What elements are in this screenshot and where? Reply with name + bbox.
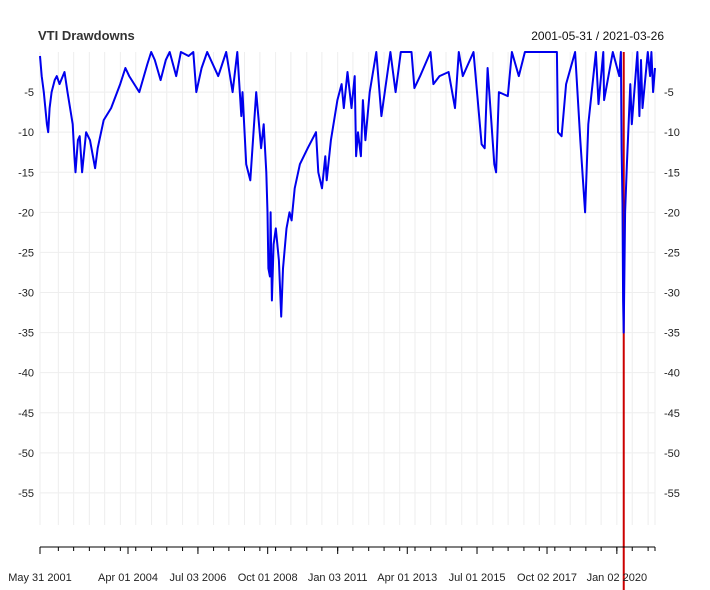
drawdown-series-line-0 bbox=[39, 51, 656, 334]
y-axis-right: -5 -10 -15 -20 -25 -30 -35 -40 -45 -50 -55 bbox=[664, 87, 680, 500]
y-tick-label-left-7: -40 bbox=[18, 368, 34, 380]
y-tick-label-right-2: -15 bbox=[664, 167, 680, 179]
y-tick-label-left-0: -5 bbox=[24, 87, 34, 99]
y-axis-left: -5 -10 -15 -20 -25 -30 -35 -40 -45 -50 -55 bbox=[18, 87, 34, 500]
x-tick-label-5: Apr 01 2013 bbox=[377, 572, 437, 584]
y-tick-label-right-9: -50 bbox=[664, 448, 680, 460]
y-tick-label-right-6: -35 bbox=[664, 328, 680, 340]
y-tick-label-left-4: -25 bbox=[18, 247, 34, 259]
x-tick-label-8: Jan 02 2020 bbox=[587, 572, 648, 584]
x-tick-label-4: Jan 03 2011 bbox=[308, 572, 368, 584]
x-tick-label-0: May 31 2001 bbox=[8, 572, 72, 584]
y-tick-label-left-1: -10 bbox=[18, 127, 34, 139]
y-tick-label-right-1: -10 bbox=[664, 127, 680, 139]
y-tick-label-right-3: -20 bbox=[664, 207, 680, 219]
y-tick-label-left-5: -30 bbox=[18, 288, 34, 300]
y-tick-label-left-9: -50 bbox=[18, 448, 34, 460]
x-axis: May 31 2001 Apr 01 2004 Jul 03 2006 Oct 01 … bbox=[8, 546, 656, 584]
x-tick-label-3: Oct 01 2008 bbox=[238, 572, 298, 584]
chart-title: VTI Drawdowns bbox=[38, 28, 135, 43]
series-layer bbox=[39, 51, 656, 334]
y-tick-label-right-5: -30 bbox=[664, 288, 680, 300]
y-tick-label-right-7: -40 bbox=[664, 368, 680, 380]
y-tick-label-left-2: -15 bbox=[18, 167, 34, 179]
x-tick-label-7: Oct 02 2017 bbox=[517, 572, 577, 584]
y-tick-label-right-8: -45 bbox=[664, 408, 680, 420]
x-tick-label-6: Jul 01 2015 bbox=[449, 572, 506, 584]
x-tick-label-1: Apr 01 2004 bbox=[98, 572, 158, 584]
y-tick-label-left-8: -45 bbox=[18, 408, 34, 420]
y-tick-label-left-10: -55 bbox=[18, 488, 34, 500]
y-tick-label-right-4: -25 bbox=[664, 247, 680, 259]
y-tick-label-right-0: -5 bbox=[664, 87, 674, 99]
y-tick-label-right-10: -55 bbox=[664, 488, 680, 500]
y-tick-label-left-6: -35 bbox=[18, 328, 34, 340]
x-tick-label-2: Jul 03 2006 bbox=[169, 572, 226, 584]
y-tick-label-left-3: -20 bbox=[18, 207, 34, 219]
date-range-label: 2001-05-31 / 2021-03-26 bbox=[531, 29, 664, 43]
